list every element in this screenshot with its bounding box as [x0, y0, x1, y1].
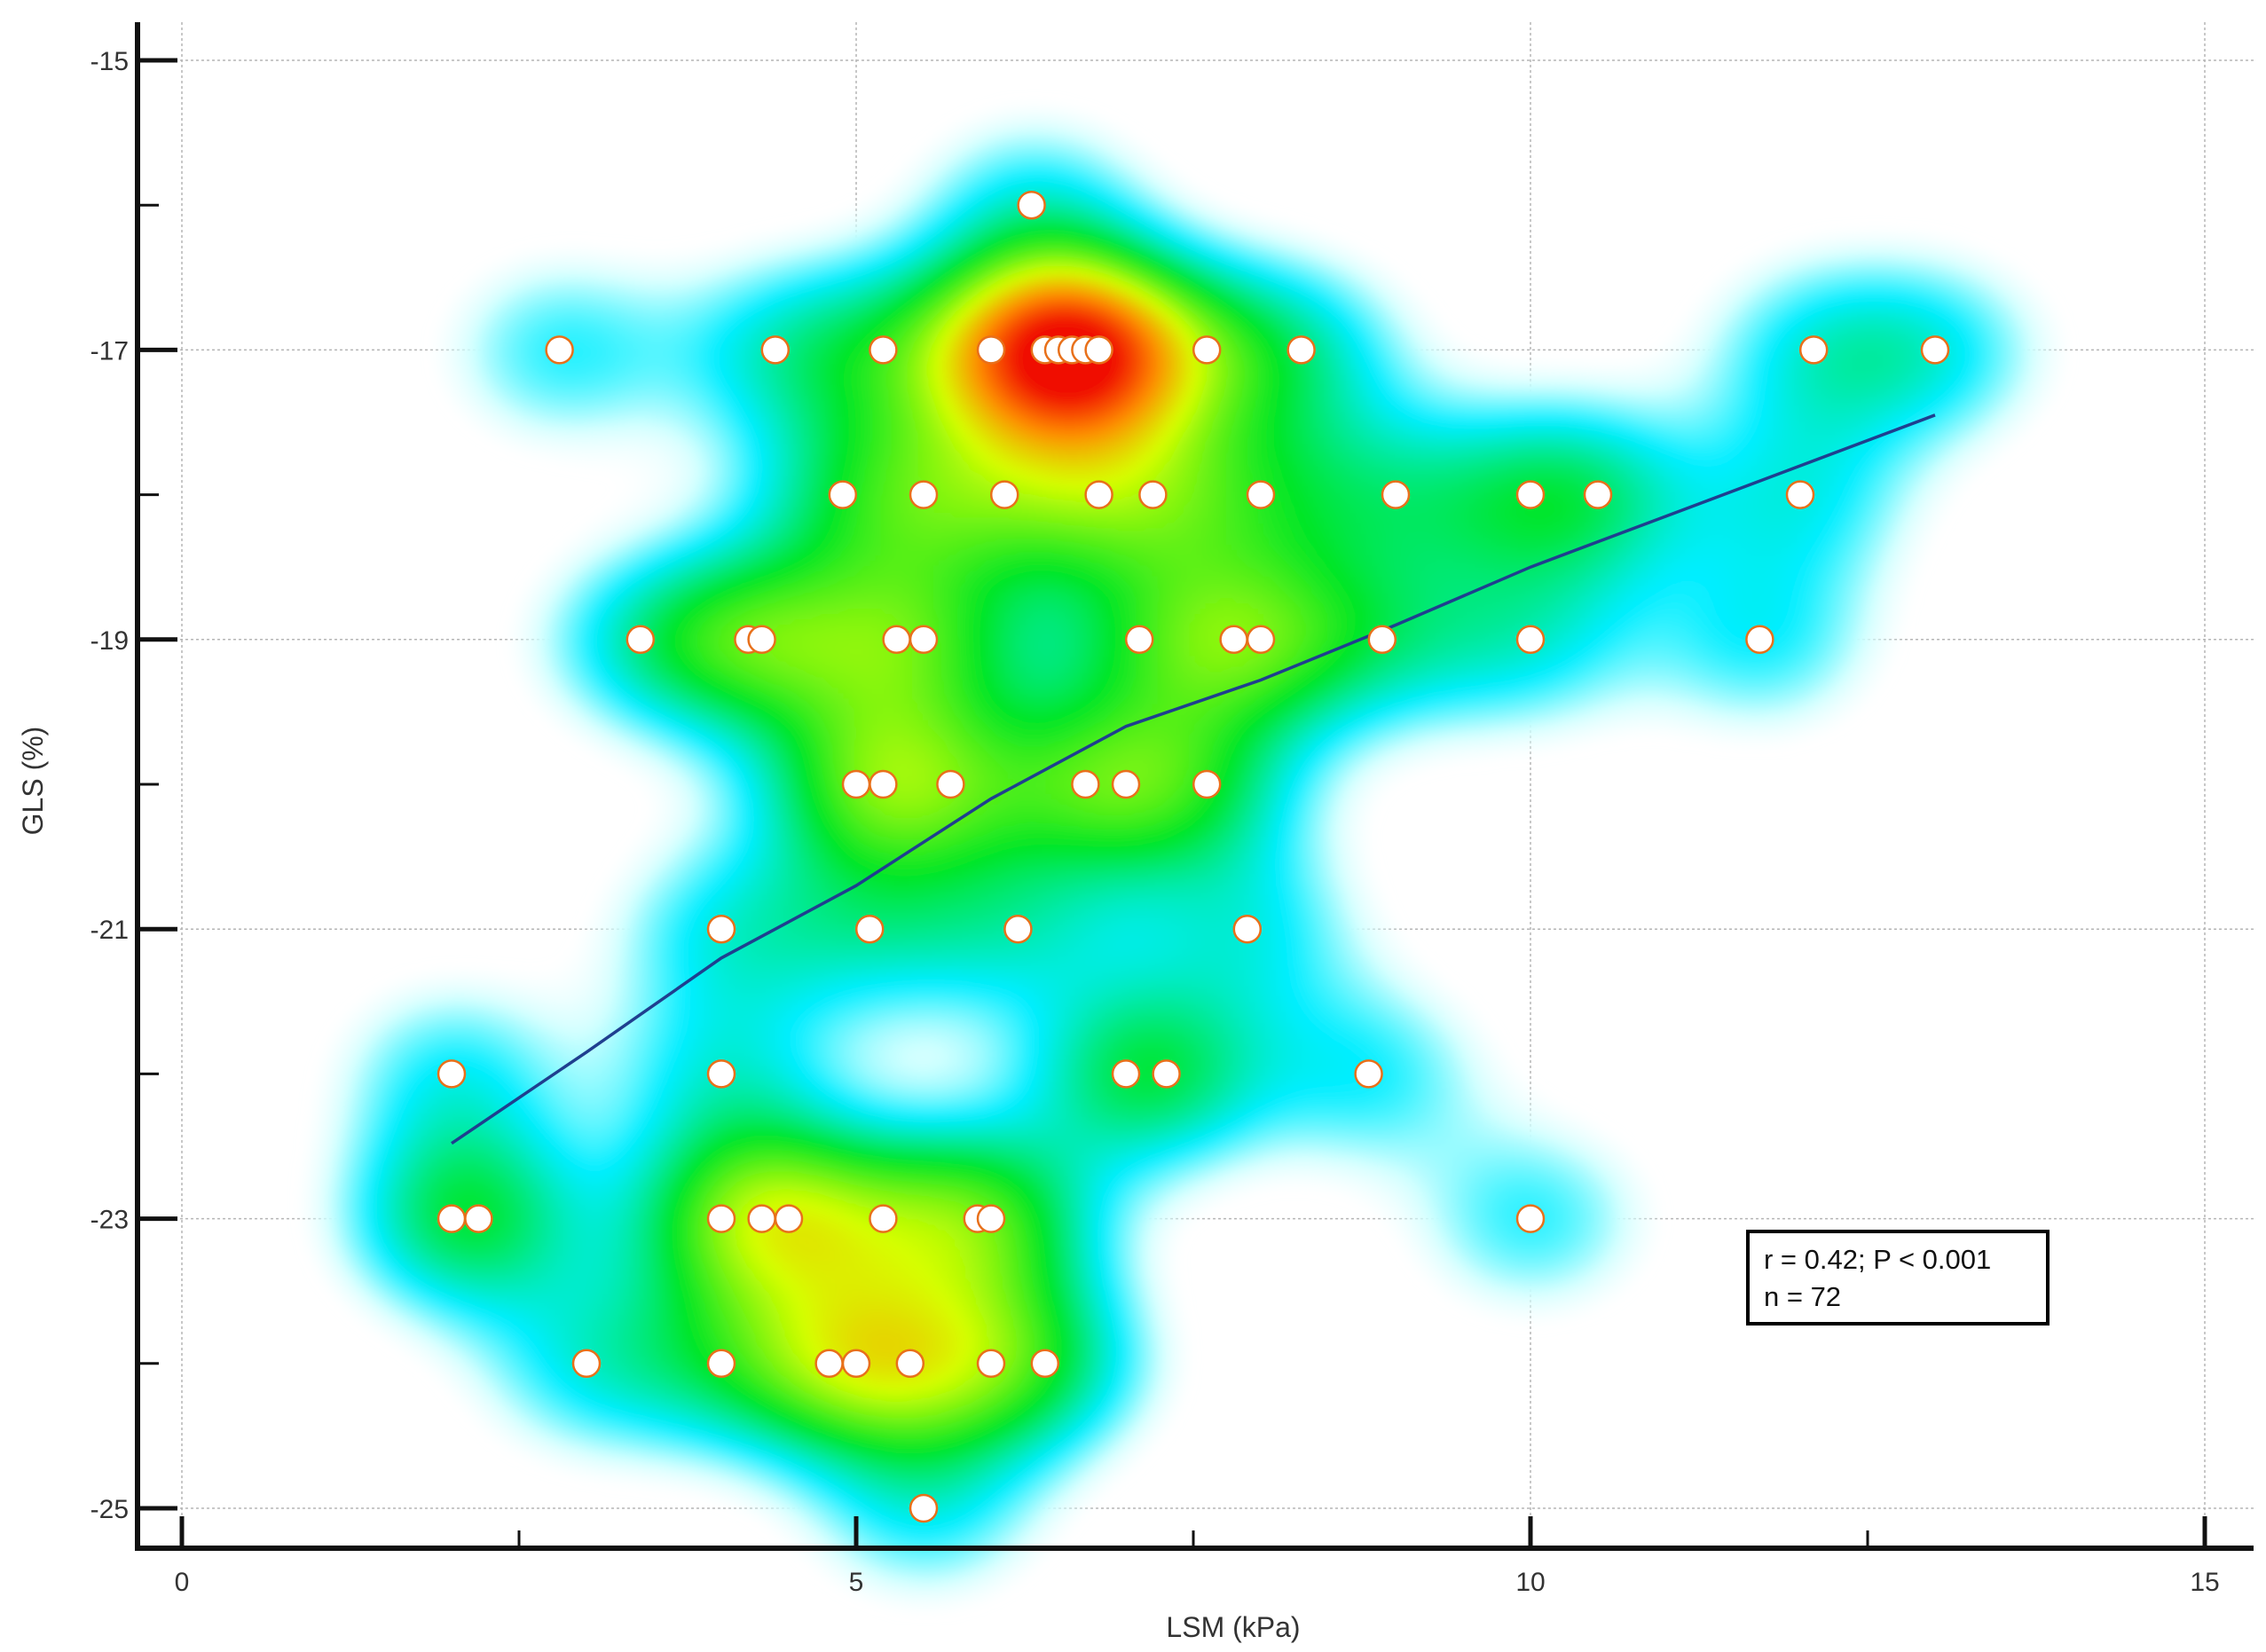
data-point [1030, 1349, 1060, 1379]
data-point [747, 1204, 776, 1233]
stats-annotation-line2: n = 72 [1764, 1281, 1841, 1312]
data-point [1381, 480, 1411, 509]
data-point [909, 625, 939, 655]
data-point [1920, 335, 1950, 365]
data-point [1017, 190, 1046, 220]
y-tick-label: -19 [90, 626, 129, 656]
trend-line [451, 413, 1936, 1145]
data-point [760, 335, 791, 365]
stats-annotation-box [1746, 1230, 2050, 1326]
data-point [1246, 625, 1276, 655]
data-point [1246, 480, 1276, 509]
data-point [936, 769, 965, 799]
data-point [976, 1349, 1006, 1379]
axes [135, 22, 2254, 1551]
data-point [814, 1349, 844, 1379]
y-tick-label: -23 [90, 1206, 129, 1235]
data-point [976, 335, 1006, 365]
data-point [869, 1204, 898, 1233]
data-point [869, 769, 898, 799]
data-point [706, 914, 736, 944]
data-point [828, 480, 858, 509]
data-point [909, 1493, 939, 1523]
y-axis-title: GLS (%) [17, 727, 49, 836]
data-point [1111, 769, 1141, 799]
y-tick-label: -21 [90, 916, 129, 945]
data-point [1084, 480, 1113, 509]
data-point [1138, 480, 1168, 509]
data-point [882, 625, 911, 655]
data-point [989, 480, 1019, 509]
data-point [895, 1349, 925, 1379]
data-point [706, 1059, 736, 1089]
y-tick-label: -25 [90, 1495, 129, 1524]
data-point [1111, 1059, 1141, 1089]
stats-annotation: r = 0.42; P < 0.001 n = 72 [1746, 1230, 2050, 1326]
data-point [1785, 480, 1815, 509]
data-point [909, 480, 939, 509]
data-point [1367, 625, 1397, 655]
data-point [747, 625, 776, 655]
data-point [464, 1204, 493, 1233]
data-point [854, 914, 885, 944]
data-point [437, 1204, 467, 1233]
data-point [841, 1349, 871, 1379]
data-point [626, 625, 656, 655]
data-point [869, 335, 898, 365]
data-point [1583, 480, 1613, 509]
data-point [1152, 1059, 1181, 1089]
data-point [1192, 769, 1222, 799]
data-point [1745, 625, 1774, 655]
data-point [545, 335, 574, 365]
data-point [1003, 914, 1033, 944]
data-point [1192, 335, 1222, 365]
y-tick-label: -15 [90, 47, 129, 76]
tick-labels: -15 -17 -19 -21 -23 -25 0 5 10 15 [90, 47, 2220, 1597]
data-point [706, 1349, 736, 1379]
data-point [976, 1204, 1006, 1233]
data-point [1232, 914, 1263, 944]
stats-annotation-line1: r = 0.42; P < 0.001 [1764, 1244, 1991, 1275]
data-point [1515, 1204, 1546, 1233]
data-point [1798, 335, 1829, 365]
x-tick-label: 10 [1515, 1568, 1545, 1597]
data-point [1354, 1059, 1383, 1089]
x-tick-label: 15 [2190, 1568, 2219, 1597]
data-point [1124, 625, 1154, 655]
x-tick-label: 5 [849, 1568, 864, 1597]
data-point [1286, 335, 1316, 365]
data-point [1515, 480, 1546, 509]
data-point [841, 769, 871, 799]
data-point [1084, 335, 1113, 365]
data-point [571, 1349, 602, 1379]
data-point [774, 1204, 804, 1233]
y-tick-label: -17 [90, 336, 129, 366]
x-tick-label: 0 [175, 1568, 190, 1597]
data-points [437, 190, 1950, 1523]
x-axis-title: LSM (kPa) [1166, 1611, 1300, 1643]
data-point [706, 1204, 736, 1233]
data-point [1515, 625, 1546, 655]
data-point [437, 1059, 467, 1089]
data-point [1219, 625, 1248, 655]
data-point [1071, 769, 1100, 799]
